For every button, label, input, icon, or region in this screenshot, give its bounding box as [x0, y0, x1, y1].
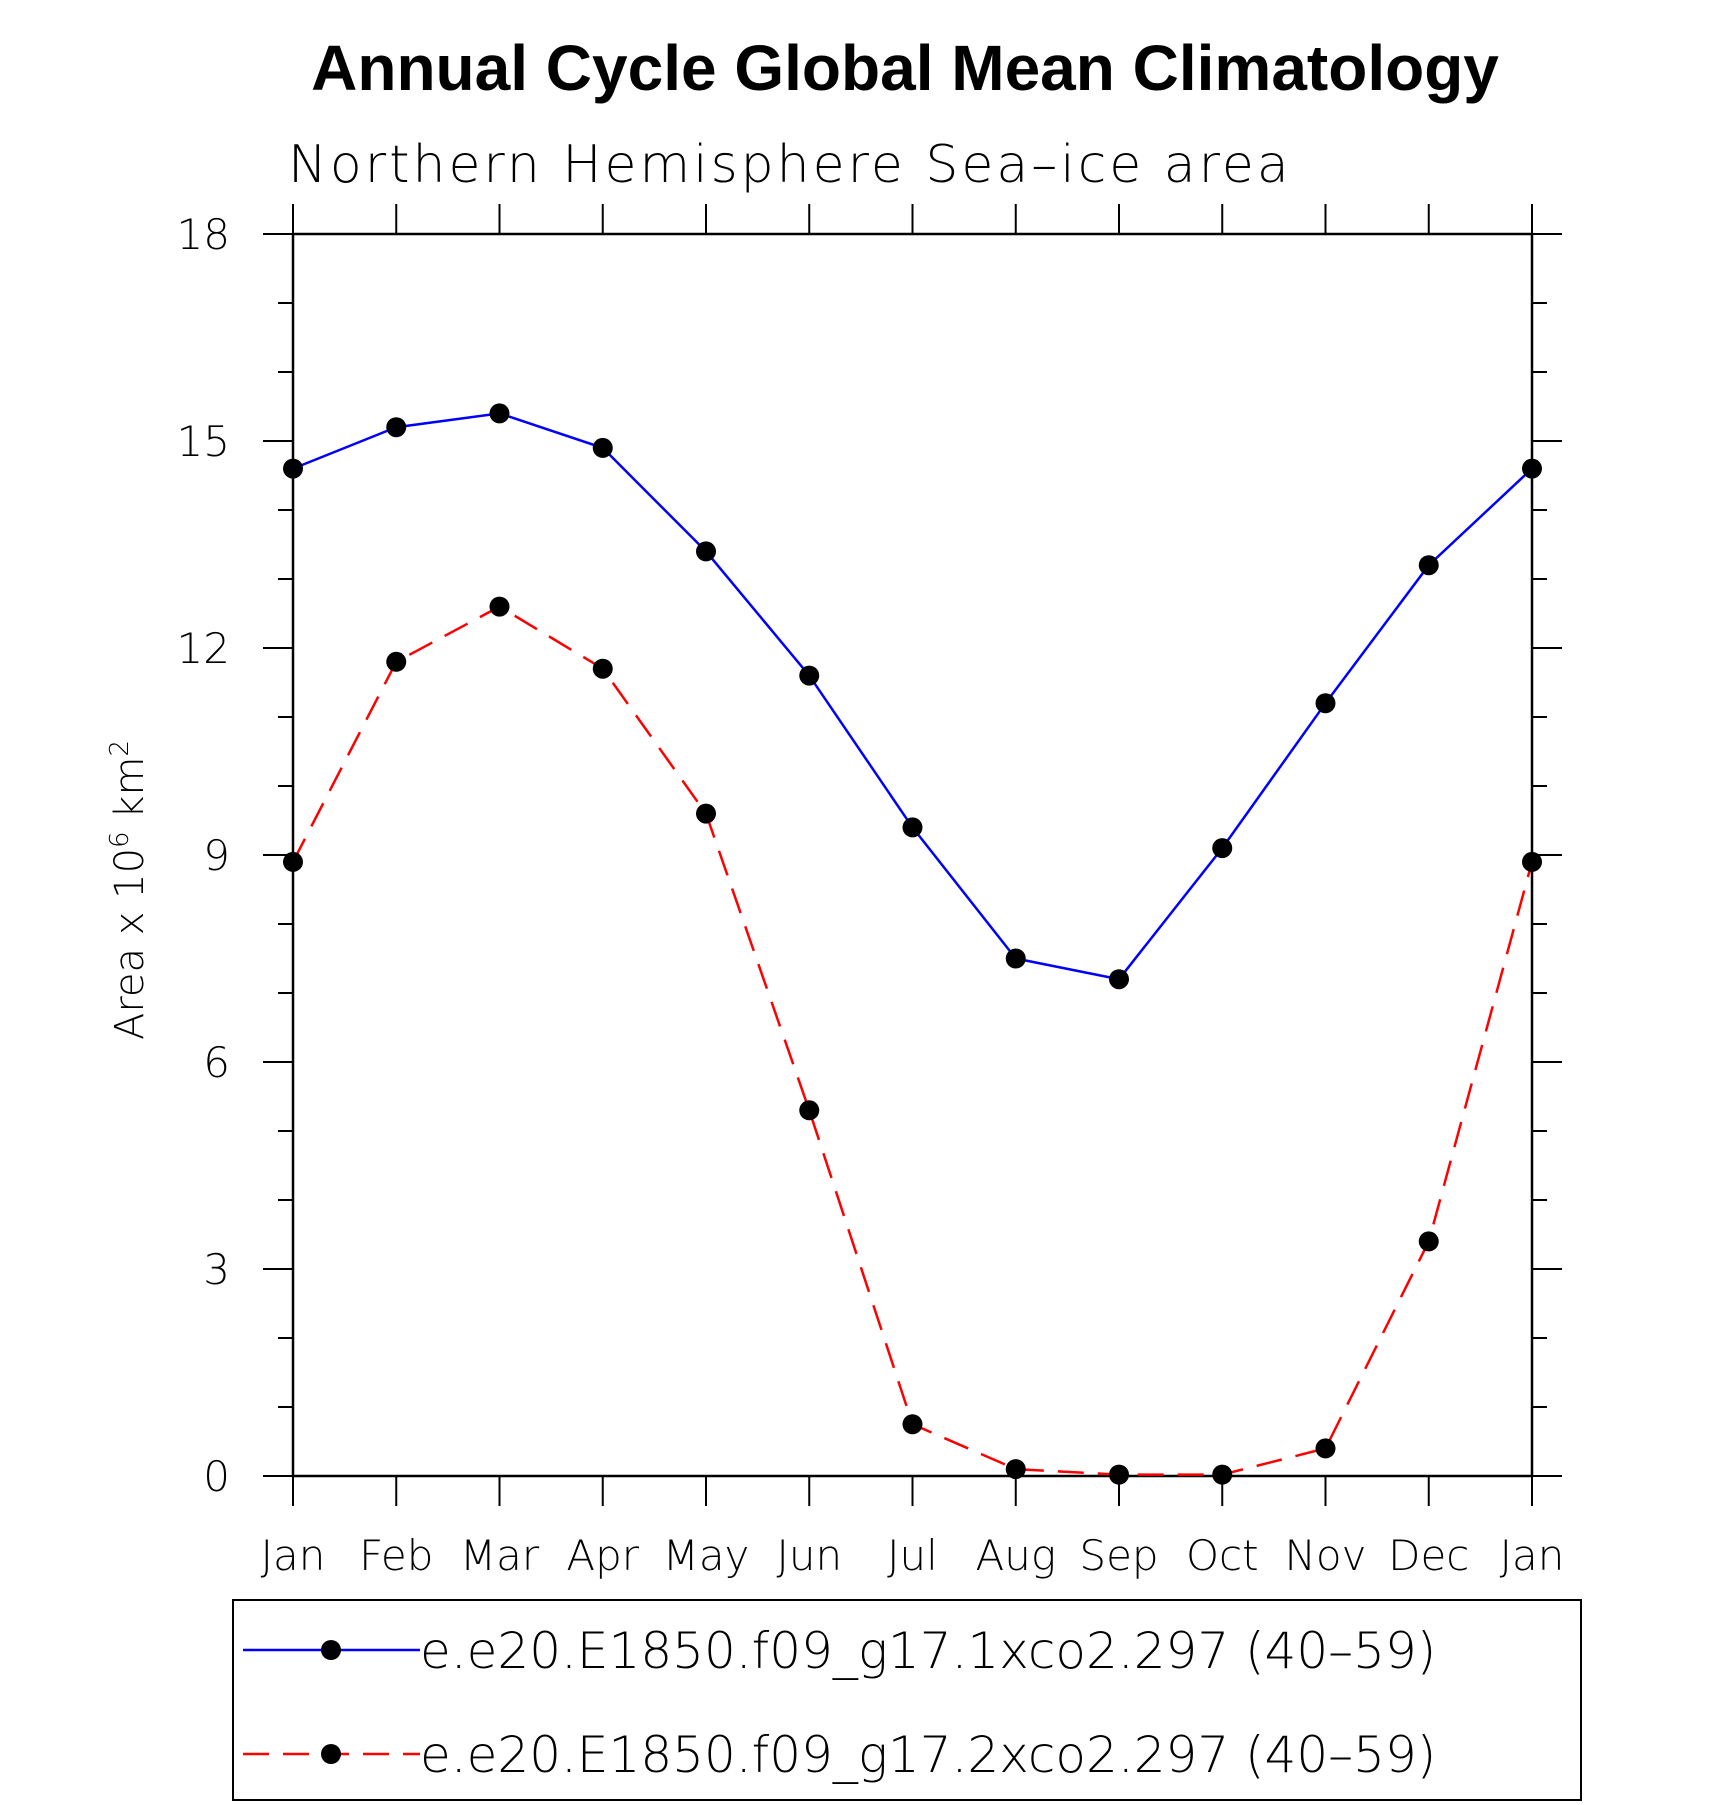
series-layer	[283, 403, 1542, 1485]
x-tick-label: Sep	[1079, 1531, 1158, 1580]
data-point-series-2	[696, 803, 716, 824]
series-line-1	[292, 412, 1533, 981]
data-point-series-1	[1418, 555, 1439, 576]
chart-subtitle: Northern Hemisphere Sea–ice area	[288, 135, 1292, 195]
y-tick-label: 18	[177, 210, 230, 259]
x-tick-label: Jun	[776, 1531, 842, 1580]
data-point-series-2	[902, 1414, 923, 1435]
data-point-series-2	[799, 1100, 820, 1121]
data-point-series-1	[283, 458, 303, 479]
data-point-series-1	[1522, 458, 1542, 479]
legend-label-series-1: e.e20.E1850.f09_g17.1xco2.297 (40–59)	[420, 1622, 1436, 1680]
legend: e.e20.E1850.f09_g17.1xco2.297 (40–59) e.…	[232, 1599, 1582, 1801]
plot-axes	[263, 204, 1562, 1506]
y-axis-label-unit-exponent: 2	[105, 740, 135, 757]
data-point-series-1	[799, 665, 820, 686]
legend-entry-2: e.e20.E1850.f09_g17.2xco2.297 (40–59)	[243, 1726, 1436, 1784]
x-tick-label: Oct	[1186, 1531, 1259, 1580]
y-tick-label: 9	[203, 831, 230, 880]
data-point-series-1	[696, 541, 716, 562]
data-point-series-1	[902, 817, 923, 838]
x-tick-label: Feb	[359, 1531, 433, 1580]
legend-label-series-2: e.e20.E1850.f09_g17.2xco2.297 (40–59)	[420, 1726, 1436, 1784]
data-point-series-2	[1109, 1464, 1129, 1485]
chart-title: Annual Cycle Global Mean Climatology	[311, 32, 1499, 104]
data-point-series-2	[1212, 1464, 1233, 1485]
legend-marker-series-2	[321, 1744, 341, 1764]
x-tick-label: Mar	[460, 1531, 540, 1580]
data-point-series-1	[1315, 693, 1336, 714]
data-point-series-1	[1005, 948, 1026, 969]
legend-marker-series-1	[321, 1640, 341, 1660]
data-point-series-2	[1418, 1231, 1439, 1252]
x-tick-label: Jul	[887, 1531, 938, 1580]
data-point-series-2	[1522, 851, 1542, 872]
x-tick-label: Aug	[975, 1531, 1056, 1580]
y-axis-label-exponent: 6	[105, 831, 135, 848]
data-point-series-2	[1315, 1438, 1336, 1459]
x-tick-label: May	[663, 1531, 750, 1580]
x-tick-labels: Jan Feb Mar Apr May Jun Jul Aug Sep Oct Nov Dec Jan	[261, 1531, 1565, 1580]
y-tick-labels: 0 3 6 9 12 15 18	[177, 210, 230, 1501]
data-point-series-2	[1005, 1459, 1026, 1480]
legend-box	[232, 1599, 1582, 1801]
data-point-series-2	[489, 596, 510, 617]
x-tick-label: Jan	[261, 1531, 326, 1580]
y-tick-label: 0	[203, 1452, 230, 1501]
series-line-2	[291, 605, 1534, 1476]
data-point-series-1	[489, 403, 510, 424]
plot-frame	[291, 232, 1534, 1478]
x-tick-label: Nov	[1285, 1531, 1367, 1580]
y-axis-label-unit-text: km	[107, 757, 153, 819]
x-tick-label: Jan	[1500, 1531, 1565, 1580]
y-tick-label: 3	[203, 1245, 230, 1294]
data-point-series-1	[1109, 969, 1129, 990]
data-point-series-2	[283, 851, 303, 872]
y-tick-label: 6	[203, 1038, 230, 1087]
data-point-series-1	[386, 417, 407, 438]
data-point-series-2	[592, 658, 613, 679]
data-point-series-2	[386, 651, 407, 672]
x-tick-label: Dec	[1388, 1531, 1469, 1580]
y-tick-label: 15	[177, 417, 230, 466]
y-axis-label-unit	[107, 819, 153, 832]
x-tick-label: Apr	[566, 1531, 639, 1580]
y-axis-label: Area x 106 km2	[105, 740, 153, 1040]
legend-entry-1: e.e20.E1850.f09_g17.1xco2.297 (40–59)	[243, 1622, 1436, 1680]
y-axis-label-text: Area x 10	[107, 848, 153, 1040]
data-point-series-1	[1212, 838, 1233, 859]
y-tick-label: 12	[177, 624, 230, 673]
data-point-series-1	[592, 437, 613, 458]
